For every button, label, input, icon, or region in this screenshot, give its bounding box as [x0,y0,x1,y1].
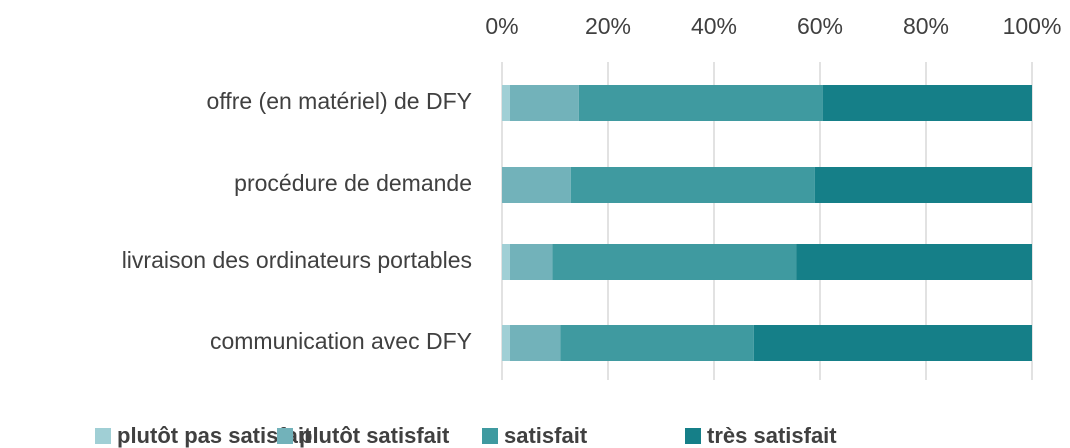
legend-swatch [95,428,111,444]
legend-label: très satisfait [707,423,837,448]
bar-segment [502,167,571,203]
category-label: offre (en matériel) de DFY [207,88,472,114]
category-label: procédure de demande [234,170,472,196]
bar-segment [502,325,510,361]
bar-segment [753,325,1032,361]
legend-swatch [482,428,498,444]
x-tick-label: 0% [485,13,518,39]
x-tick-label: 80% [903,13,949,39]
x-tick-label: 40% [691,13,737,39]
bar-segment [502,85,510,121]
bar-segment [509,244,553,280]
bar-segment [552,244,797,280]
bar-segment [509,325,561,361]
legend-label: satisfait [504,423,588,448]
bar-segment [509,85,579,121]
category-label: communication avec DFY [210,328,472,354]
bar-segment [570,167,815,203]
x-tick-label: 100% [1003,13,1062,39]
bar-segment [822,85,1032,121]
bar-segment [578,85,823,121]
bar-segment [560,325,754,361]
legend-label: plutôt satisfait [299,423,450,448]
category-label: livraison des ordinateurs portables [122,247,472,273]
legend-swatch [685,428,701,444]
bar-segment [502,244,510,280]
bar-segment [814,167,1032,203]
bar-segment [796,244,1032,280]
x-tick-label: 20% [585,13,631,39]
x-tick-label: 60% [797,13,843,39]
legend-swatch [277,428,293,444]
